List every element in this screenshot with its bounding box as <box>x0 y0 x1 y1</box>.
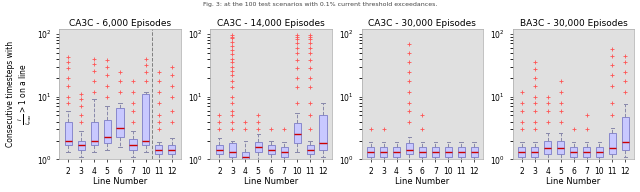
PathPatch shape <box>142 94 150 145</box>
PathPatch shape <box>77 141 84 150</box>
PathPatch shape <box>280 146 288 157</box>
Title: CA3C - 6,000 Episodes: CA3C - 6,000 Episodes <box>69 19 171 28</box>
PathPatch shape <box>406 143 413 154</box>
X-axis label: Line Number: Line Number <box>396 177 449 186</box>
PathPatch shape <box>470 146 477 157</box>
PathPatch shape <box>242 152 249 159</box>
Title: CA3C - 30,000 Episodes: CA3C - 30,000 Episodes <box>369 19 476 28</box>
PathPatch shape <box>596 146 603 157</box>
PathPatch shape <box>518 146 525 157</box>
PathPatch shape <box>544 141 551 154</box>
PathPatch shape <box>609 133 616 154</box>
PathPatch shape <box>65 122 72 145</box>
PathPatch shape <box>531 146 538 157</box>
PathPatch shape <box>116 108 124 137</box>
PathPatch shape <box>216 145 223 154</box>
PathPatch shape <box>255 142 262 152</box>
PathPatch shape <box>432 146 439 157</box>
PathPatch shape <box>129 139 136 150</box>
PathPatch shape <box>445 146 452 157</box>
PathPatch shape <box>229 143 236 157</box>
PathPatch shape <box>393 146 400 157</box>
PathPatch shape <box>622 117 629 150</box>
X-axis label: Line Number: Line Number <box>93 177 147 186</box>
PathPatch shape <box>367 146 374 157</box>
PathPatch shape <box>557 141 564 154</box>
PathPatch shape <box>319 116 326 150</box>
PathPatch shape <box>294 123 301 143</box>
PathPatch shape <box>458 146 465 157</box>
PathPatch shape <box>91 122 98 145</box>
Title: BA3C - 30,000 Episodes: BA3C - 30,000 Episodes <box>520 19 627 28</box>
PathPatch shape <box>583 146 590 157</box>
Y-axis label: Consecutive timesteps with
$\frac{I}{I_{max}} > 1$ on a line: Consecutive timesteps with $\frac{I}{I_{… <box>6 41 34 147</box>
PathPatch shape <box>380 146 387 157</box>
PathPatch shape <box>168 145 175 154</box>
PathPatch shape <box>156 145 163 154</box>
Text: Fig. 3: at the 100 test scenarios with 0.1% current threshold exceedances.: Fig. 3: at the 100 test scenarios with 0… <box>203 2 437 7</box>
X-axis label: Line Number: Line Number <box>547 177 601 186</box>
PathPatch shape <box>419 146 426 157</box>
Title: CA3C - 14,000 Episodes: CA3C - 14,000 Episodes <box>218 19 325 28</box>
PathPatch shape <box>104 120 111 143</box>
PathPatch shape <box>307 145 314 154</box>
X-axis label: Line Number: Line Number <box>244 177 298 186</box>
PathPatch shape <box>570 146 577 157</box>
PathPatch shape <box>268 145 275 154</box>
